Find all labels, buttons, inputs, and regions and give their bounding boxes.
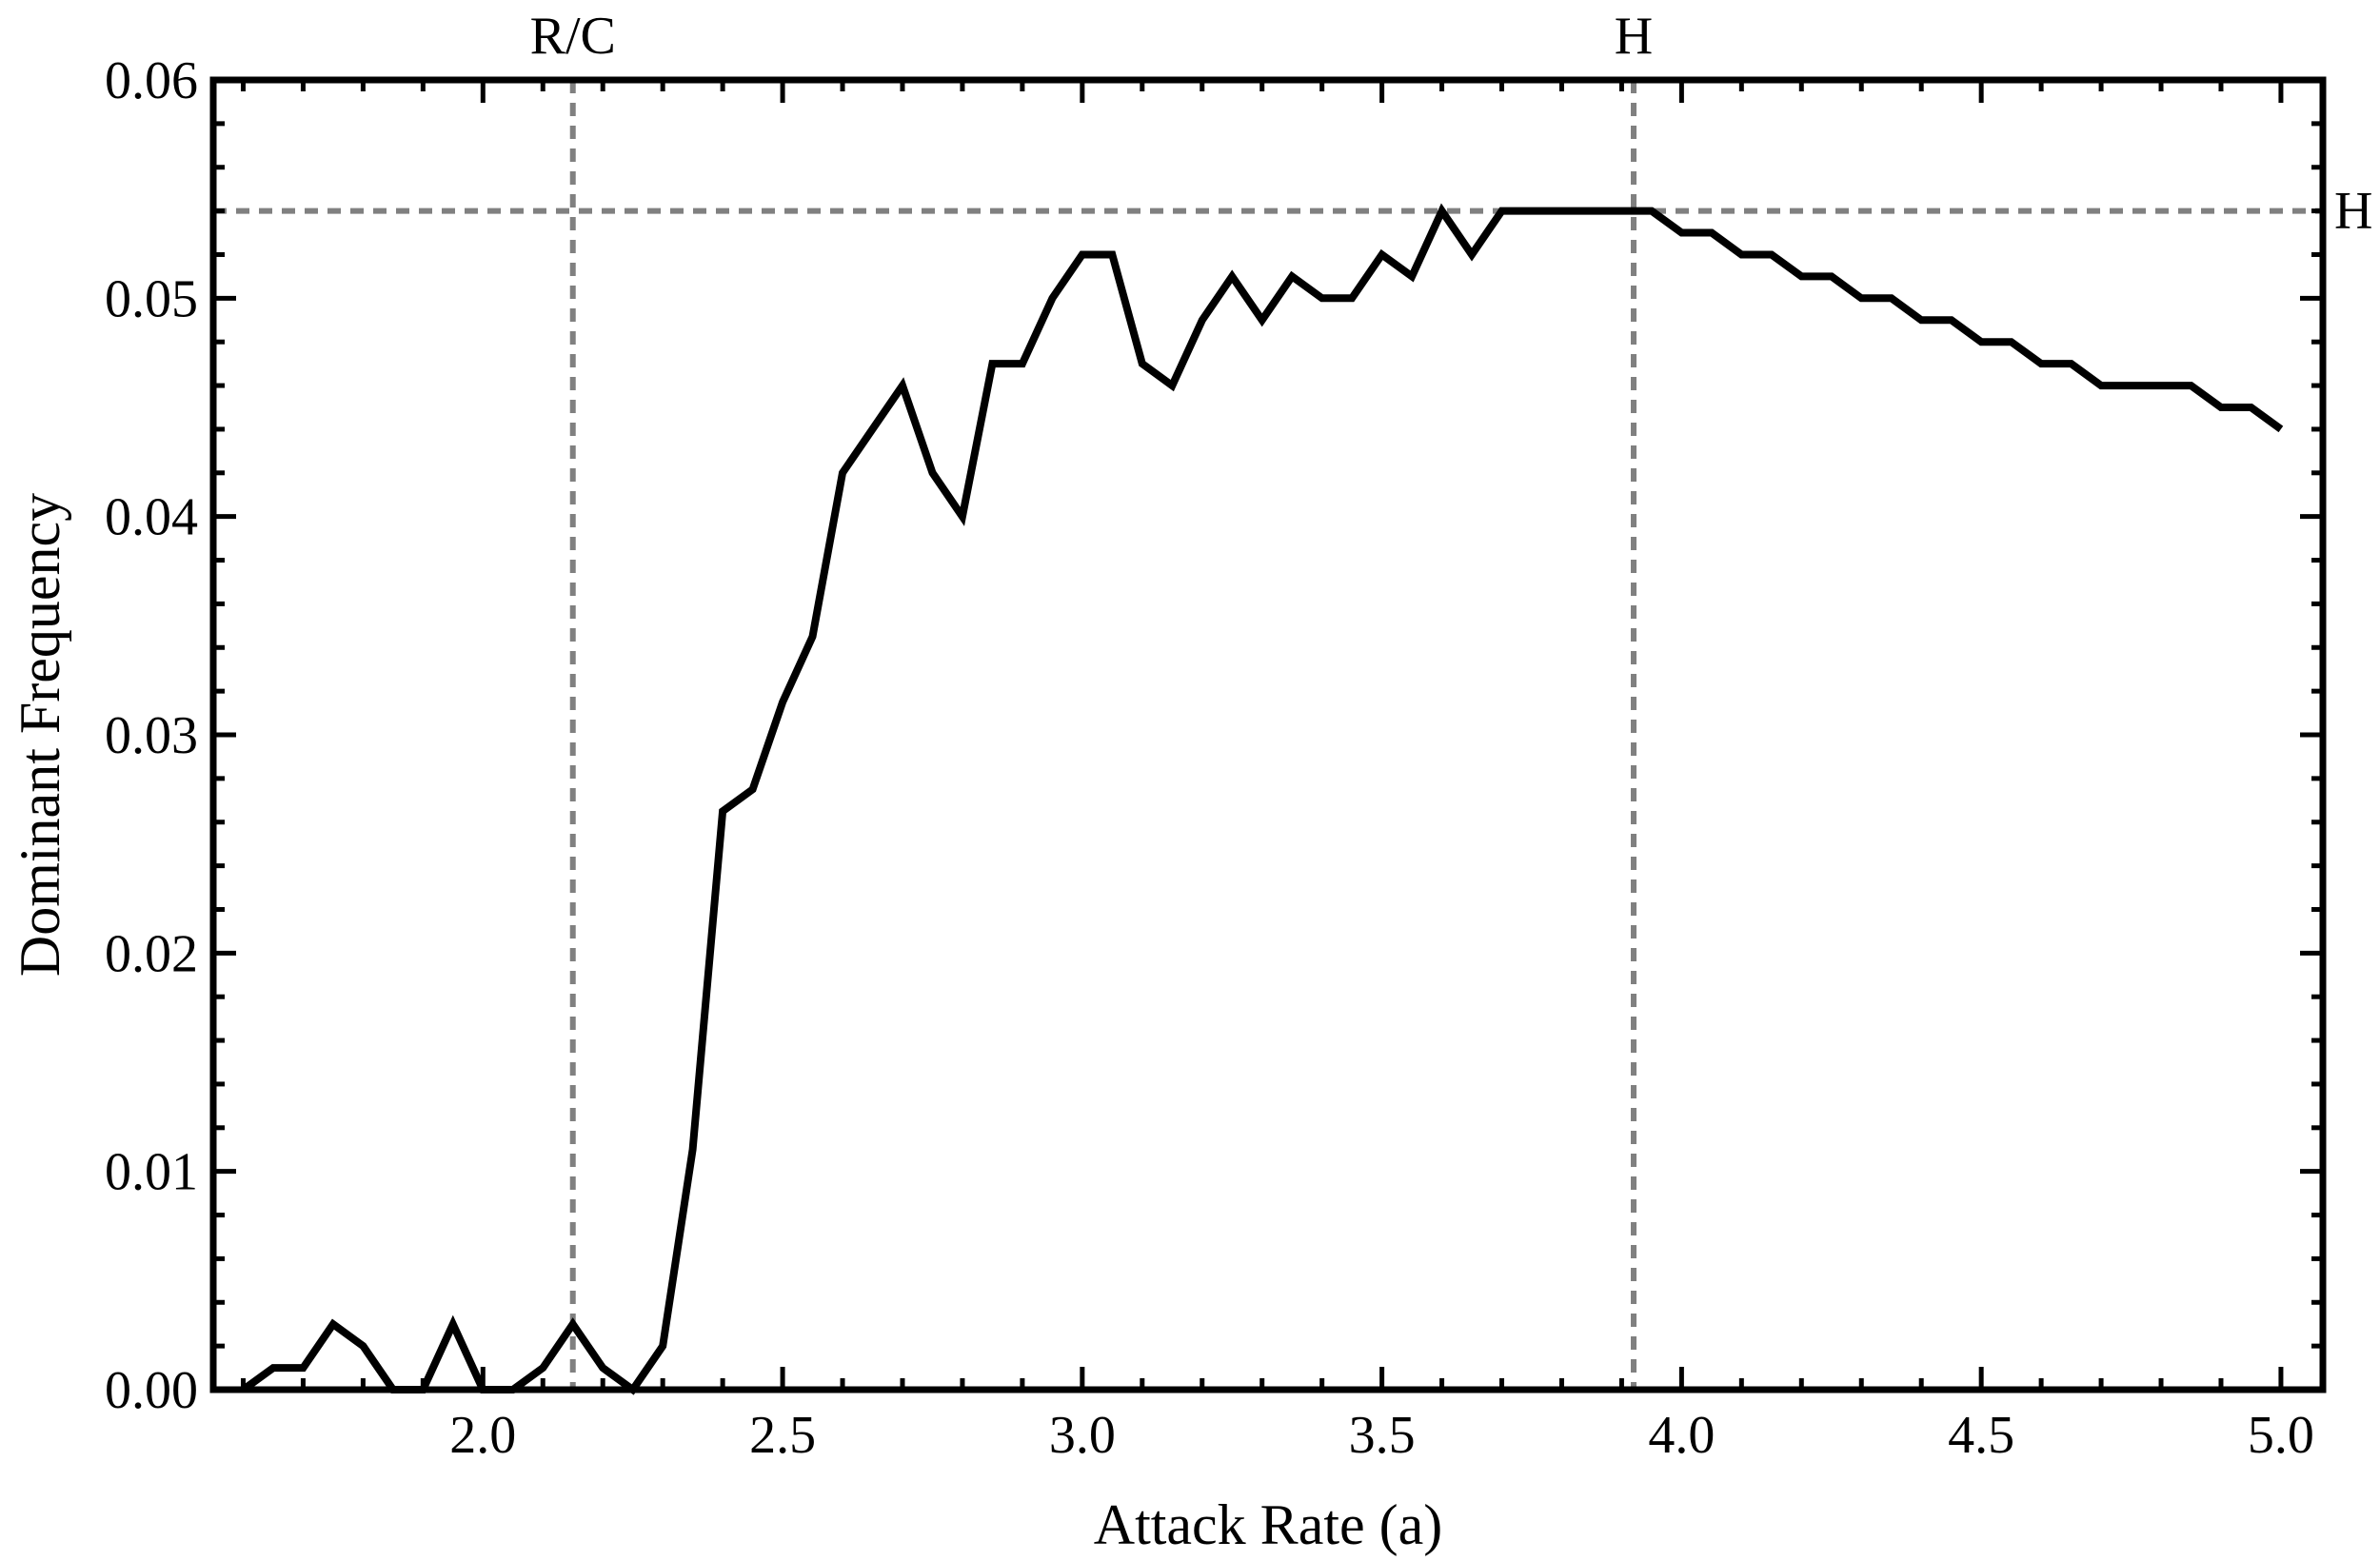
y-tick-label: 0.01 [105, 1143, 198, 1202]
y-tick-label: 0.02 [105, 924, 198, 983]
y-tick-label: 0.00 [105, 1361, 198, 1420]
x-tick-label: 5.0 [2248, 1406, 2314, 1465]
y-tick-label: 0.03 [105, 706, 198, 765]
x-tick-label: 2.5 [749, 1406, 816, 1465]
plot-frame [209, 76, 2327, 1393]
reference-lines [213, 80, 2323, 1390]
x-tick-label: 3.5 [1349, 1406, 1416, 1465]
h-vertical-marker-label: H [1615, 7, 1653, 66]
y-tick-label: 0.04 [105, 488, 198, 547]
series-line [241, 203, 2284, 1395]
x-tick-label: 4.0 [1648, 1406, 1715, 1465]
x-axis-title: Attack Rate (a) [1094, 1493, 1442, 1556]
y-tick-label: 0.05 [105, 269, 198, 328]
y-axis-title: Dominant Frequency [9, 493, 71, 977]
rc-marker-label: R/C [530, 7, 616, 66]
x-tick-label: 4.5 [1948, 1406, 2014, 1465]
x-tick-label: 2.0 [449, 1406, 516, 1465]
y-tick-label: 0.06 [105, 51, 198, 110]
h-horizontal-marker-label: H [2334, 182, 2372, 241]
y-tick-labels: 0.00 0.01 0.02 0.03 0.04 0.05 0.06 [105, 51, 198, 1420]
x-tick-label: 3.0 [1049, 1406, 1116, 1465]
minor-ticks [213, 80, 2323, 1390]
x-tick-labels: 2.0 2.5 3.0 3.5 4.0 4.5 5.0 [449, 1406, 2314, 1465]
major-ticks [213, 77, 2323, 1393]
